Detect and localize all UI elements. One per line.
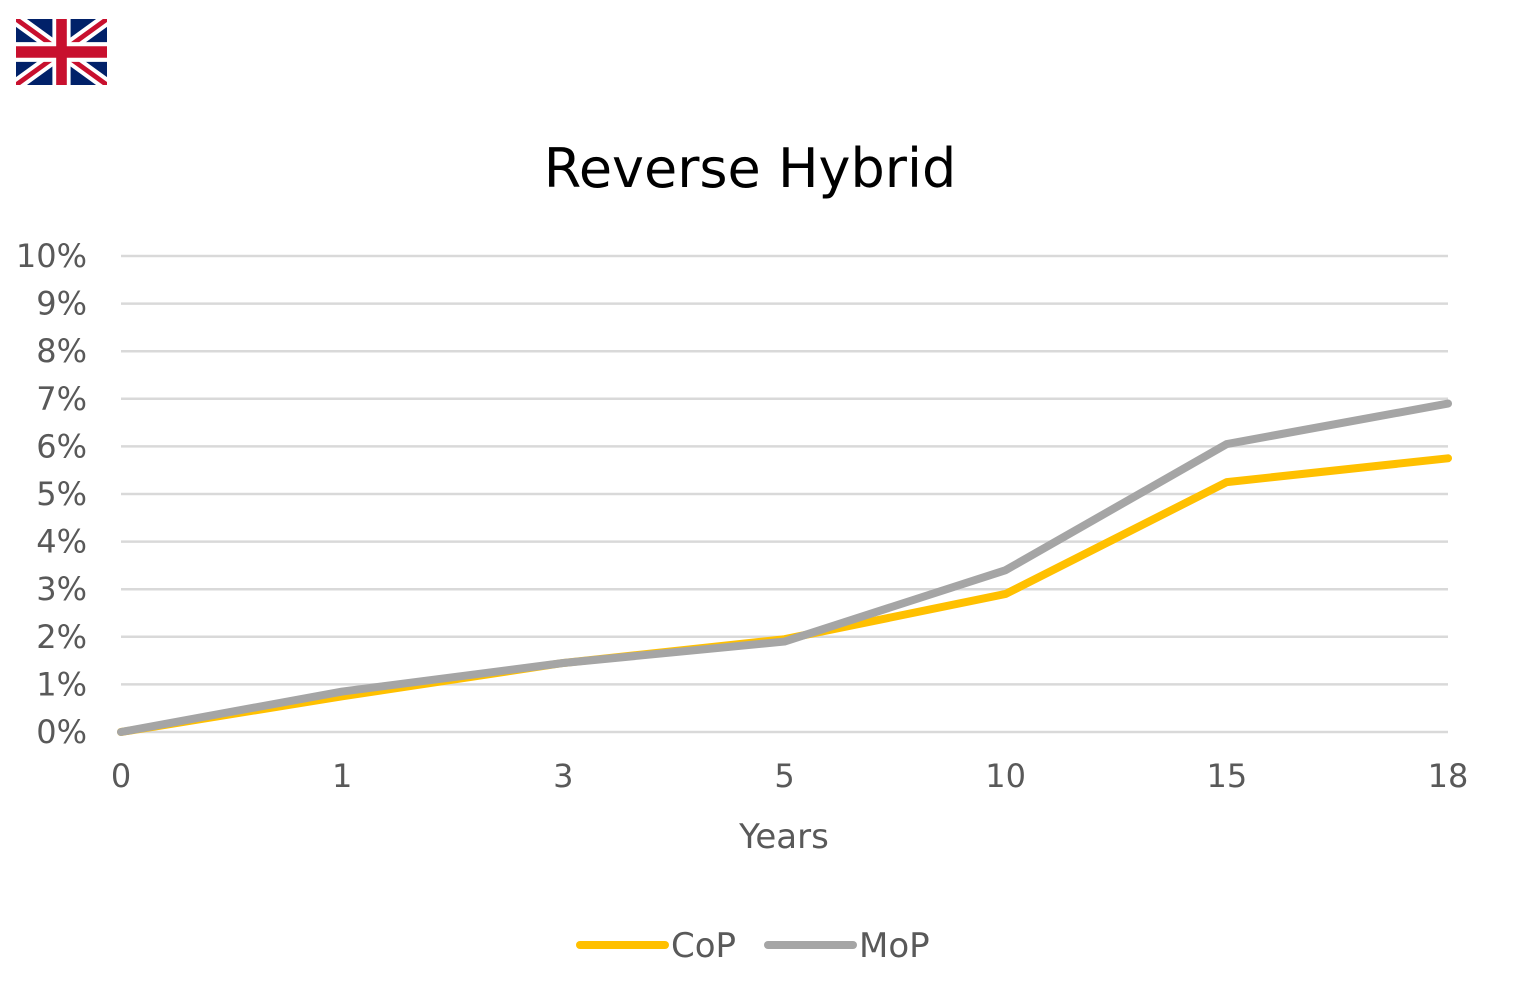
y-tick-label: 8% xyxy=(36,332,87,370)
x-tick-label: 15 xyxy=(1206,757,1247,795)
legend: CoP MoP xyxy=(576,926,930,966)
chart-title: Reverse Hybrid xyxy=(544,137,957,200)
y-tick-label: 0% xyxy=(36,713,87,751)
series-line-mop xyxy=(117,399,1452,736)
x-axis-label: Years xyxy=(738,817,829,857)
y-tick-label: 3% xyxy=(36,570,87,608)
y-tick-label: 4% xyxy=(36,523,87,561)
x-tick-label: 0 xyxy=(111,757,131,795)
legend-label-mop: MoP xyxy=(859,926,930,966)
x-tick-label: 10 xyxy=(985,757,1026,795)
legend-label-cop: CoP xyxy=(671,926,736,966)
y-tick-label: 7% xyxy=(36,380,87,418)
y-tick-label: 9% xyxy=(36,285,87,323)
y-tick-label: 10% xyxy=(16,237,87,275)
x-tick-label: 1 xyxy=(332,757,352,795)
y-tick-label: 2% xyxy=(36,618,87,656)
y-tick-label: 6% xyxy=(36,427,87,465)
y-tick-label: 5% xyxy=(36,475,87,513)
series-line-cop xyxy=(117,454,1452,736)
x-tick-label: 3 xyxy=(553,757,573,795)
x-tick-label: 18 xyxy=(1428,757,1469,795)
uk-flag-icon xyxy=(16,19,107,85)
x-tick-label: 5 xyxy=(774,757,794,795)
y-tick-label: 1% xyxy=(36,665,87,703)
